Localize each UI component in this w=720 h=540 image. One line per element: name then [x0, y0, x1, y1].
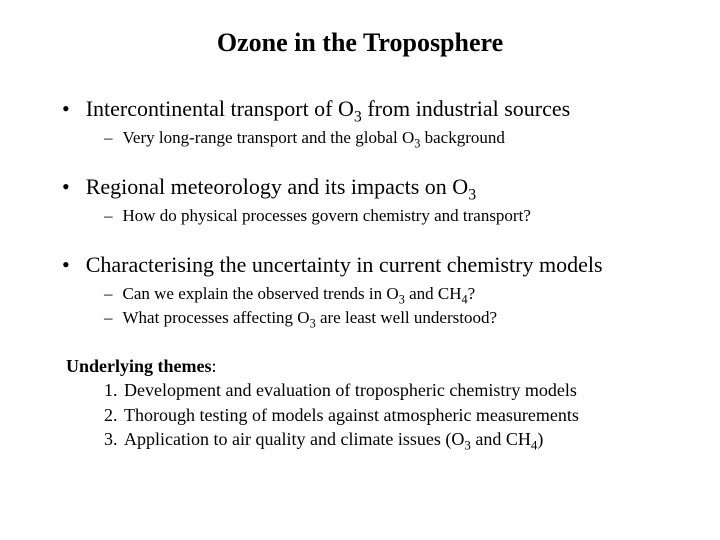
bullet-3-sub-2-text: What processes affecting O3 are least we…: [123, 308, 497, 328]
bullet-dot: •: [62, 252, 70, 278]
bullet-3-sub-1: – Can we explain the observed trends in …: [104, 284, 672, 304]
bullet-2-sub-1-text: How do physical processes govern chemist…: [123, 206, 531, 226]
bullet-3-text: Characterising the uncertainty in curren…: [86, 252, 603, 278]
bullet-2-sub-1: – How do physical processes govern chemi…: [104, 206, 672, 226]
theme-1-number: 1.: [104, 378, 124, 402]
bullet-1-sub-1: – Very long-range transport and the glob…: [104, 128, 672, 148]
dash-icon: –: [104, 308, 113, 328]
bullet-1: • Intercontinental transport of O3 from …: [62, 96, 672, 122]
themes-heading-line: Underlying themes:: [66, 354, 672, 378]
bullet-3-sub-2: – What processes affecting O3 are least …: [104, 308, 672, 328]
dash-icon: –: [104, 284, 113, 304]
slide-title: Ozone in the Troposphere: [48, 28, 672, 58]
bullet-1-sub-1-text: Very long-range transport and the global…: [123, 128, 505, 148]
bullet-1-text: Intercontinental transport of O3 from in…: [86, 96, 570, 122]
bullet-dot: •: [62, 174, 70, 200]
theme-1: 1. Development and evaluation of troposp…: [104, 378, 672, 402]
dash-icon: –: [104, 206, 113, 226]
theme-2: 2. Thorough testing of models against at…: [104, 403, 672, 427]
themes-list: 1. Development and evaluation of troposp…: [104, 378, 672, 451]
theme-3: 3. Application to air quality and climat…: [104, 427, 672, 451]
dash-icon: –: [104, 128, 113, 148]
bullet-2: • Regional meteorology and its impacts o…: [62, 174, 672, 200]
bullet-3-sub-1-text: Can we explain the observed trends in O3…: [123, 284, 476, 304]
themes-heading: Underlying themes: [66, 356, 212, 376]
bullet-3: • Characterising the uncertainty in curr…: [62, 252, 672, 278]
theme-3-text: Application to air quality and climate i…: [124, 427, 543, 451]
theme-3-number: 3.: [104, 427, 124, 451]
bullet-dot: •: [62, 96, 70, 122]
bullet-2-text: Regional meteorology and its impacts on …: [86, 174, 476, 200]
theme-2-number: 2.: [104, 403, 124, 427]
themes-block: Underlying themes: 1. Development and ev…: [66, 354, 672, 451]
theme-1-text: Development and evaluation of tropospher…: [124, 378, 577, 402]
theme-2-text: Thorough testing of models against atmos…: [124, 403, 579, 427]
